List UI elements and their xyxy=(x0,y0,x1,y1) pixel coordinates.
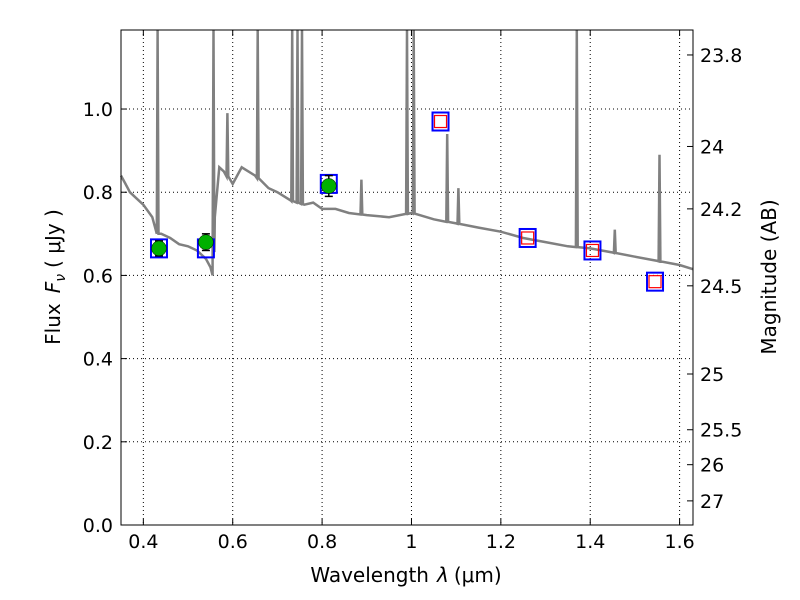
y2-tick-label: 26 xyxy=(700,455,724,477)
upper-limit-marker xyxy=(433,114,448,129)
y-axis-label: FluxFν( μJy ) xyxy=(41,209,69,345)
model-photometry-boxes xyxy=(149,111,665,292)
upper-limit-marker xyxy=(648,275,662,289)
model-box-marker xyxy=(583,240,602,261)
y-tick-label: 0.0 xyxy=(83,515,113,537)
y2-tick-label: 24.2 xyxy=(700,199,742,221)
x-axis-ticks: 0.4 0.6 0.8 1 1.2 1.4 1.6 xyxy=(128,30,695,553)
upper-limit-marker xyxy=(521,231,535,245)
model-box-marker xyxy=(431,111,450,132)
x-axis-label: Wavelength λ (μm) xyxy=(310,563,501,587)
model-spectrum-line xyxy=(121,30,693,275)
x-tick-label: 1.2 xyxy=(486,531,516,553)
y2-tick-label: 24 xyxy=(700,136,724,158)
upper-limit-marker xyxy=(585,243,600,258)
upper-limit-markers xyxy=(433,114,662,289)
y-axis-label-unit: ( μJy ) xyxy=(41,209,65,268)
y-tick-label: 0.4 xyxy=(83,349,113,371)
y-tick-label: 0.2 xyxy=(83,432,113,454)
x-tick-label: 1.4 xyxy=(575,531,605,553)
model-box-marker xyxy=(646,271,665,292)
observed-photometry xyxy=(151,174,337,257)
x-axis-label-unit: (μm) xyxy=(454,563,502,587)
model-box-marker xyxy=(149,238,168,259)
x-tick-label: 0.6 xyxy=(218,531,248,553)
observed-point xyxy=(198,234,214,250)
y2-tick-label: 25.5 xyxy=(700,420,742,442)
y-tick-label: 0.6 xyxy=(83,265,113,287)
observed-point xyxy=(321,178,337,194)
x-tick-label: 1 xyxy=(405,531,417,553)
observed-point xyxy=(151,240,167,257)
model-box-marker xyxy=(518,227,537,248)
x-axis-label-text: Wavelength xyxy=(310,563,429,587)
y2-axis-ticks: 23.8 24 24.2 24.5 25 25.5 26 27 xyxy=(687,45,742,513)
y2-tick-label: 23.8 xyxy=(700,45,742,67)
x-tick-label: 1.6 xyxy=(664,531,694,553)
x-tick-label: 0.4 xyxy=(128,531,158,553)
model-spectrum xyxy=(121,30,693,275)
plot-frame xyxy=(120,29,694,526)
y2-axis-label: Magnitude (AB) xyxy=(757,199,781,354)
x-tick-label: 0.8 xyxy=(307,531,337,553)
y-tick-label: 0.8 xyxy=(83,182,113,204)
y2-tick-label: 27 xyxy=(700,491,724,513)
y-tick-label: 1.0 xyxy=(83,99,113,121)
y2-tick-label: 25 xyxy=(700,364,724,386)
y-axis-label-text: Flux xyxy=(41,303,65,345)
y2-tick-label: 24.5 xyxy=(700,276,742,298)
y-axis-ticks: 0.0 0.2 0.4 0.6 0.8 1.0 xyxy=(83,99,127,537)
